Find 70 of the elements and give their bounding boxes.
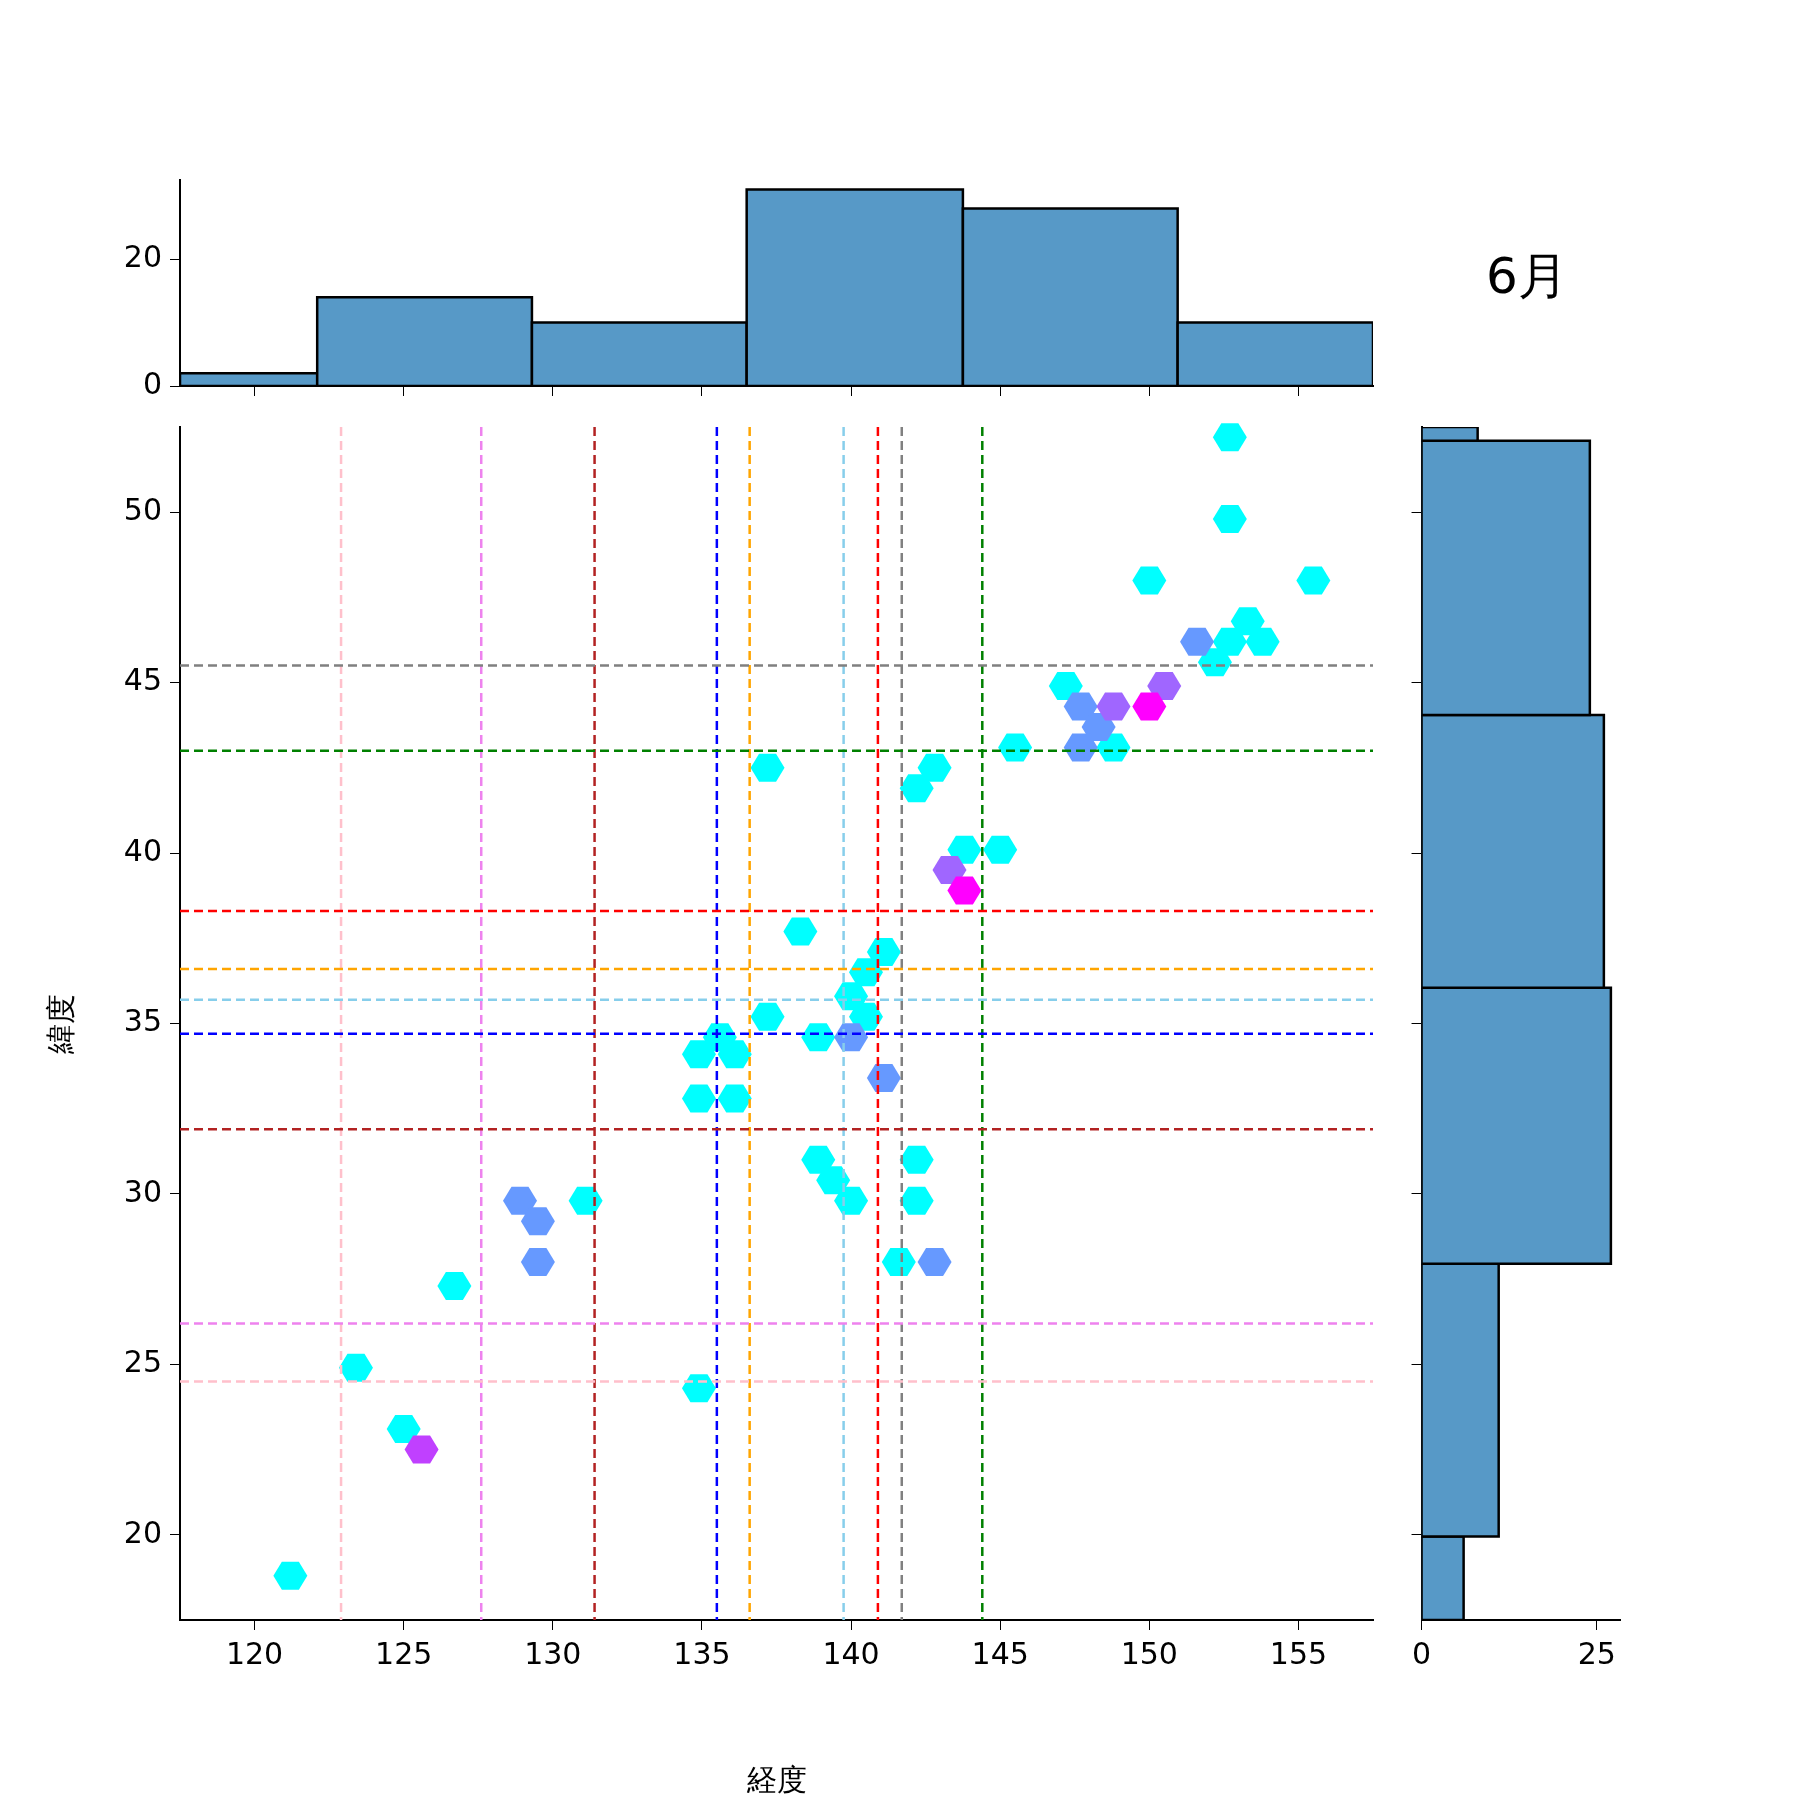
point — [338, 1353, 373, 1382]
point — [386, 1415, 421, 1444]
point — [1132, 692, 1167, 721]
y-tick-label: 20 — [123, 239, 162, 275]
y-tick-label: 50 — [123, 492, 162, 528]
x-tick-label: 0 — [1412, 1635, 1432, 1671]
x-tick-label: 145 — [971, 1635, 1029, 1671]
point — [1212, 505, 1247, 534]
point — [273, 1561, 308, 1590]
point — [750, 753, 785, 782]
point — [1212, 627, 1247, 656]
chart-title: 6月 — [1486, 246, 1568, 307]
point — [866, 1064, 901, 1093]
x-tick-label: 140 — [822, 1635, 880, 1671]
x-tick-label: 25 — [1577, 1635, 1616, 1671]
y-tick-label: 30 — [123, 1173, 162, 1209]
point — [568, 1186, 603, 1215]
point — [503, 1186, 538, 1215]
x-tick-label: 125 — [375, 1635, 433, 1671]
point — [1132, 566, 1167, 595]
x-tick-label: 135 — [673, 1635, 731, 1671]
point — [681, 1040, 716, 1069]
point — [947, 876, 982, 905]
x-tick-label: 155 — [1269, 1635, 1328, 1671]
point — [1063, 733, 1098, 762]
point — [816, 1166, 851, 1195]
point — [947, 835, 982, 864]
point — [520, 1207, 555, 1236]
x-tick-label: 150 — [1120, 1635, 1178, 1671]
point — [1048, 672, 1083, 701]
y-tick-label: 0 — [142, 365, 162, 401]
point — [1147, 672, 1182, 701]
point — [1180, 627, 1215, 656]
x-axis-title: 経度 — [745, 1761, 807, 1797]
y-axis-title: 緯度 — [42, 993, 78, 1055]
point — [1296, 566, 1331, 595]
point — [717, 1040, 752, 1069]
point — [681, 1374, 716, 1403]
point — [917, 753, 952, 782]
x-tick-label: 120 — [225, 1635, 284, 1671]
y-tick-label: 20 — [123, 1514, 162, 1550]
point — [899, 774, 934, 803]
y-tick-label: 25 — [123, 1344, 162, 1380]
point — [1230, 607, 1265, 636]
point — [1212, 423, 1247, 452]
point — [899, 1145, 934, 1174]
point — [899, 1186, 934, 1215]
point — [932, 856, 967, 885]
point — [437, 1271, 472, 1300]
y-tick-label: 35 — [123, 1003, 162, 1039]
point — [520, 1248, 555, 1277]
y-tick-label: 40 — [123, 832, 162, 868]
x-tick-label: 130 — [524, 1635, 582, 1671]
point — [783, 917, 818, 946]
point — [983, 835, 1018, 864]
point — [866, 937, 901, 966]
point — [801, 1145, 836, 1174]
y-tick-label: 45 — [123, 662, 162, 698]
point — [881, 1248, 916, 1277]
point — [1063, 692, 1098, 721]
point — [1096, 692, 1131, 721]
point — [717, 1084, 752, 1113]
point — [750, 1002, 785, 1031]
point — [801, 1023, 836, 1052]
point — [834, 1186, 869, 1215]
point — [998, 733, 1033, 762]
point — [404, 1435, 439, 1464]
point — [681, 1084, 716, 1113]
point — [1245, 627, 1280, 656]
point — [917, 1248, 952, 1277]
